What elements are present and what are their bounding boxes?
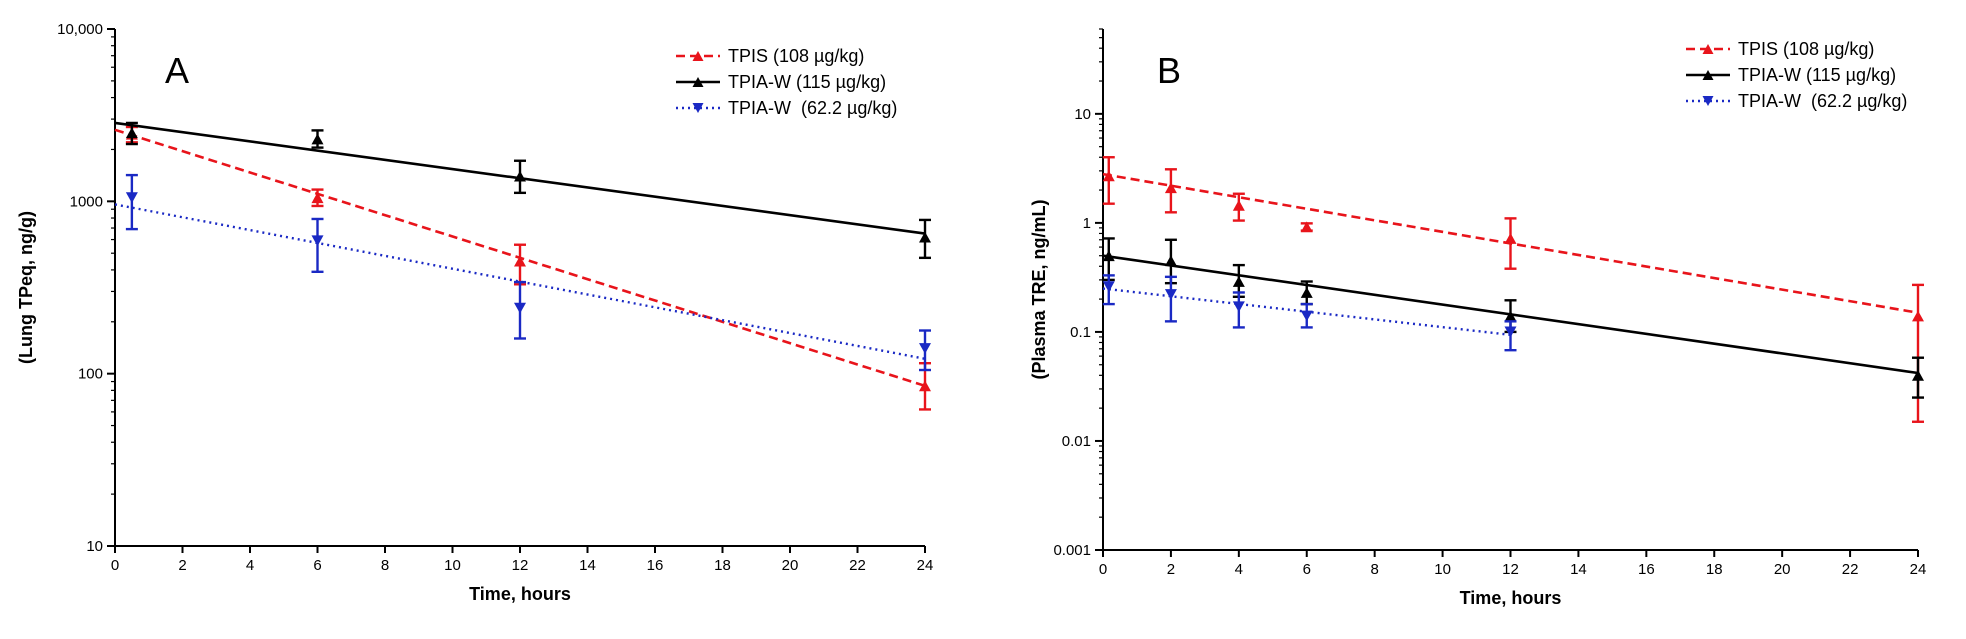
panel-b: 0 2 4 6 8 10 12 14 16 18 20 22 240.0010.010.1110Time… [1029, 28, 1927, 608]
y-axis-title: (Plasma TRE, ng/mL) [1029, 199, 1049, 379]
data-point [311, 192, 324, 204]
x-tick-label: 10 [1434, 561, 1451, 578]
series-1 [1102, 237, 1924, 399]
x-tick-label: 18 [714, 557, 731, 574]
legend-label: TPIA-W (62.2 µg/kg) [1738, 91, 1907, 111]
data-point [1164, 289, 1177, 300]
y-axis-title: (Lung TPeq, ng/g) [16, 211, 36, 364]
panel-label: A [165, 50, 189, 91]
panel-a: 0 2 4 6 8 10 12 14 16 18 20 22 2410100100010,000Time… [16, 21, 933, 604]
x-tick-label: 10 [444, 557, 461, 574]
y-tick-label: 10 [86, 538, 103, 555]
data-point [1232, 276, 1245, 287]
x-tick-label: 0 [111, 557, 119, 574]
data-point [1164, 255, 1177, 267]
data-point [125, 127, 138, 139]
data-point [1504, 233, 1517, 244]
legend: TPIS (108 µg/kg) TPIA-W (115 µg/kg) TPIA-W… [1686, 39, 1907, 111]
data-point [514, 255, 526, 267]
x-tick-label: 20 [1774, 561, 1791, 578]
legend-label: TPIA-W (115 µg/kg) [728, 72, 886, 92]
data-point [1912, 369, 1924, 381]
legend-marker [1702, 44, 1714, 54]
y-tick-label: 10,000 [57, 21, 103, 38]
x-tick-label: 8 [1370, 561, 1378, 578]
legend-label: TPIS (108 µg/kg) [1738, 39, 1874, 59]
y-tick-label: 100 [78, 366, 103, 383]
x-axis-title: Time, hours [469, 584, 571, 604]
y-tick-label: 0.01 [1062, 433, 1091, 450]
series-0 [1102, 156, 1924, 423]
series-1 [114, 121, 931, 260]
x-tick-label: 6 [313, 557, 321, 574]
legend-marker [692, 51, 704, 61]
data-point [311, 133, 324, 145]
y-tick-label: 1000 [70, 193, 103, 210]
data-point [1102, 281, 1115, 293]
data-point [1300, 221, 1313, 233]
x-tick-label: 2 [1167, 561, 1175, 578]
y-tick-label: 1 [1083, 215, 1091, 232]
data-point [1912, 310, 1924, 322]
panel-label: B [1157, 50, 1181, 91]
series-2 [1102, 274, 1517, 352]
x-tick-label: 12 [512, 557, 529, 574]
data-point [919, 343, 931, 354]
x-tick-label: 12 [1502, 561, 1519, 578]
legend-marker [1702, 70, 1714, 80]
legend-label: TPIS (108 µg/kg) [728, 46, 864, 66]
y-tick-label: 10 [1074, 106, 1091, 123]
data-point [1300, 287, 1313, 298]
data-point [1164, 182, 1177, 194]
data-point [1504, 326, 1517, 338]
x-tick-label: 16 [647, 557, 664, 574]
x-tick-label: 24 [917, 557, 934, 574]
data-point [311, 235, 324, 247]
x-tick-label: 6 [1303, 561, 1311, 578]
x-tick-label: 14 [1570, 561, 1587, 578]
x-tick-label: 0 [1099, 561, 1107, 578]
x-tick-label: 2 [178, 557, 186, 574]
data-point [919, 380, 931, 392]
x-tick-label: 4 [246, 557, 254, 574]
x-tick-label: 4 [1235, 561, 1243, 578]
series-2 [114, 173, 931, 372]
data-point [1102, 250, 1115, 262]
legend-marker [692, 103, 704, 113]
data-point [1232, 199, 1245, 211]
legend: TPIS (108 µg/kg) TPIA-W (115 µg/kg) TPIA-W… [676, 46, 897, 118]
data-point [1102, 170, 1115, 182]
x-tick-label: 18 [1706, 561, 1723, 578]
data-point [1232, 301, 1245, 313]
data-point [1504, 310, 1517, 322]
legend-marker [1702, 96, 1714, 106]
data-point [125, 192, 138, 204]
x-axis-title: Time, hours [1460, 588, 1562, 608]
x-tick-label: 8 [381, 557, 389, 574]
legend-label: TPIA-W (115 µg/kg) [1738, 65, 1896, 85]
data-point [514, 170, 526, 182]
legend-label: TPIA-W (62.2 µg/kg) [728, 98, 897, 118]
y-tick-label: 0.001 [1053, 542, 1091, 559]
x-tick-label: 20 [782, 557, 799, 574]
data-point [1300, 310, 1313, 322]
x-tick-label: 14 [579, 557, 596, 574]
x-tick-label: 22 [1842, 561, 1859, 578]
x-tick-label: 22 [849, 557, 866, 574]
x-tick-label: 16 [1638, 561, 1655, 578]
series-0 [114, 125, 931, 411]
data-point [514, 302, 526, 314]
y-tick-label: 0.1 [1070, 324, 1091, 341]
x-tick-label: 24 [1910, 561, 1927, 578]
data-point [919, 231, 931, 243]
legend-marker [692, 77, 704, 87]
